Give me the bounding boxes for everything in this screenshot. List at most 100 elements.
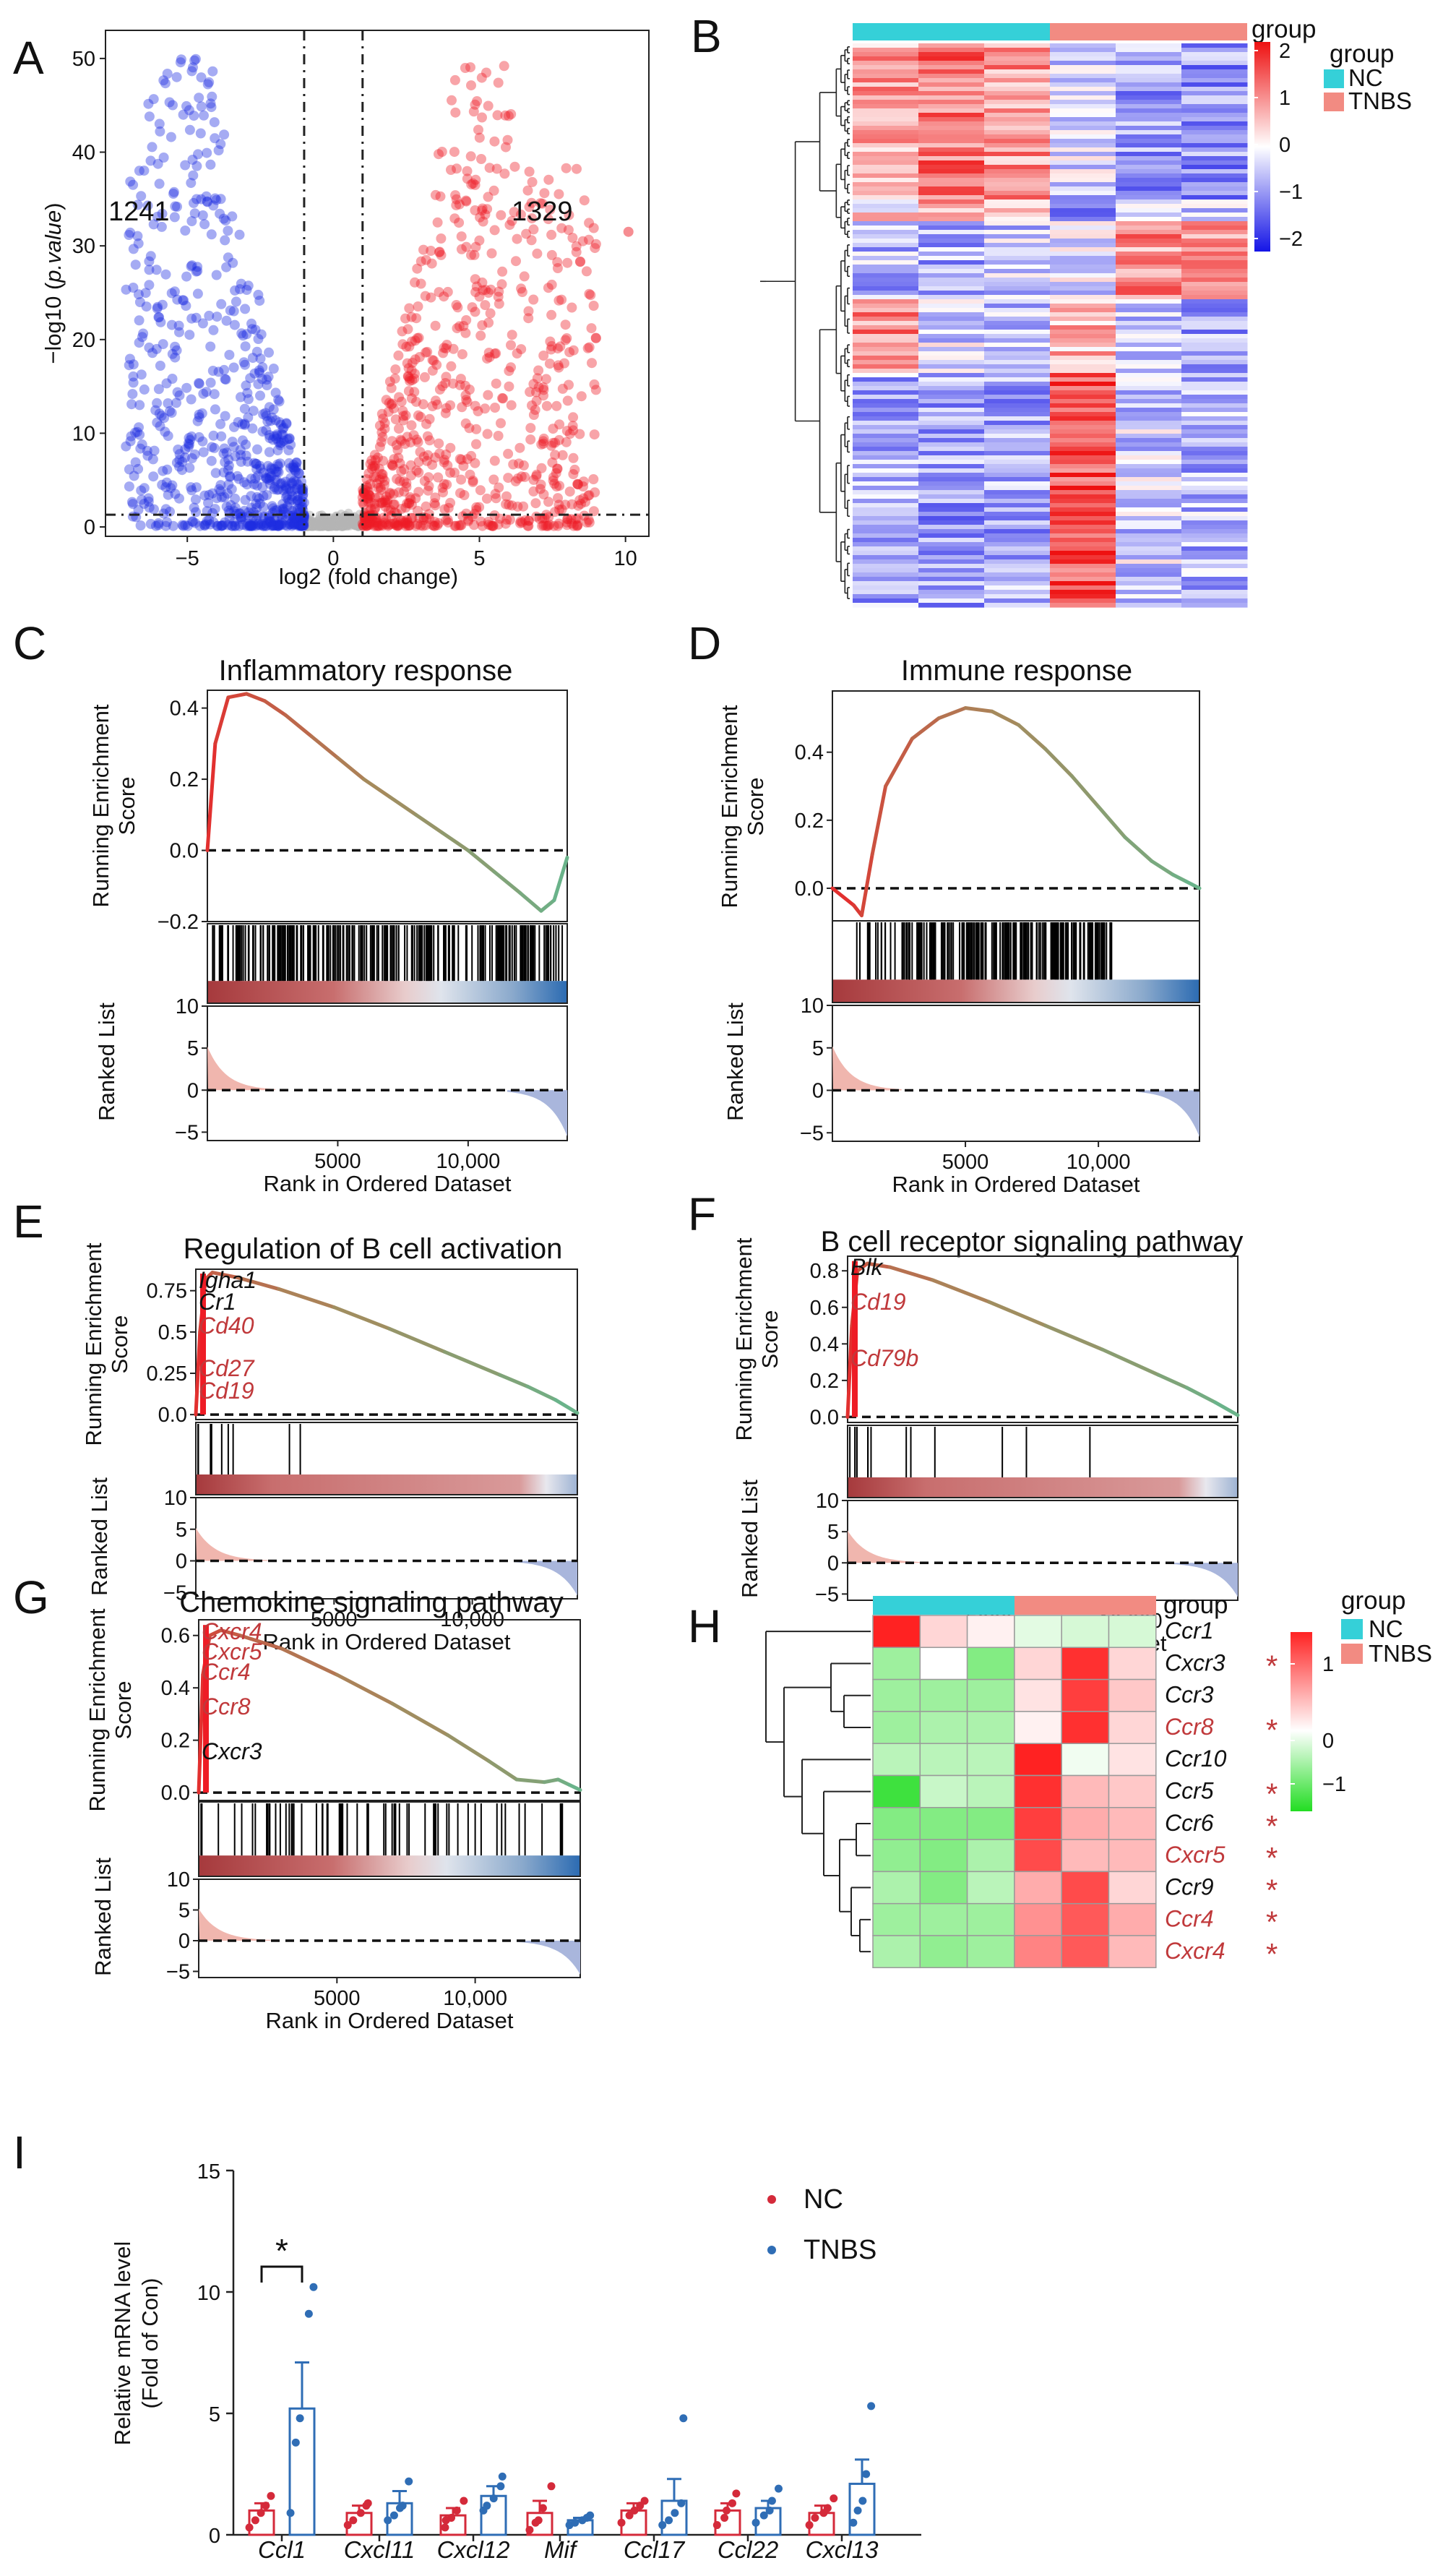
volcano-point-up xyxy=(537,198,548,209)
volcano-point-up xyxy=(439,343,449,353)
heatmap-b-cell xyxy=(1181,369,1248,374)
heatmap-b-cell xyxy=(1181,278,1248,283)
volcano-point-down xyxy=(136,191,147,202)
volcano-point-down xyxy=(285,439,296,450)
heatmap-b-cell xyxy=(984,256,1051,261)
gsea-es-segment xyxy=(1185,1386,1218,1404)
volcano-point-up xyxy=(401,341,412,352)
volcano-point-down xyxy=(246,520,257,531)
volcano-point-up xyxy=(380,501,391,512)
heatmap-b-cell xyxy=(1181,330,1248,335)
heatmap-b-cell xyxy=(1050,304,1116,309)
heatmap-b-cell xyxy=(1116,330,1182,335)
heatmap-b-cell xyxy=(984,386,1051,391)
gsea-ranked-positive xyxy=(196,1528,268,1561)
heatmap-b-cell xyxy=(918,481,985,486)
gsea-ranked-ylabel: Ranked List xyxy=(94,1003,119,1121)
volcano-point-down xyxy=(274,417,285,428)
volcano-point-down xyxy=(277,505,288,515)
heatmap-b-legend-tnbs: TNBS xyxy=(1348,87,1412,114)
volcano-point-down xyxy=(272,431,283,442)
gsea-ytick-label: 0.8 xyxy=(810,1260,839,1283)
heatmap-b-cell xyxy=(853,347,919,352)
volcano-point-up xyxy=(423,485,434,496)
volcano-point-up xyxy=(396,396,407,407)
bar-point-nc xyxy=(447,2513,456,2522)
volcano-point-up xyxy=(412,519,423,530)
volcano-point-up xyxy=(474,502,485,512)
volcano-point-down xyxy=(165,132,176,142)
volcano-point-up xyxy=(361,520,372,531)
volcano-point-up xyxy=(376,427,387,438)
volcano-point-up xyxy=(467,511,478,522)
heatmap-b-cell xyxy=(984,486,1051,491)
volcano-point-up xyxy=(365,518,376,528)
heatmap-b-cell xyxy=(984,343,1051,348)
volcano-point-down xyxy=(247,353,258,364)
volcano-point-down xyxy=(204,489,215,500)
heatmap-h-gene-label: Ccr4 xyxy=(1165,1906,1214,1932)
volcano-point-down xyxy=(192,262,203,272)
heatmap-b-cell xyxy=(1181,434,1248,439)
volcano-point-up xyxy=(584,517,595,528)
volcano-point-down xyxy=(215,194,226,205)
volcano-point-up xyxy=(396,465,407,476)
volcano-point-up xyxy=(384,398,395,408)
volcano-point-up xyxy=(573,479,584,490)
volcano-point-down xyxy=(178,295,188,306)
heatmap-b-cell xyxy=(918,369,985,374)
volcano-point-up xyxy=(542,520,553,531)
volcano-point-up xyxy=(363,468,374,478)
heatmap-b-cell xyxy=(984,585,1051,591)
heatmap-b-cell xyxy=(1050,130,1116,135)
volcano-point-up xyxy=(525,434,536,445)
bar-point-tnbs xyxy=(671,2509,679,2517)
heatmap-b-legend-nc-swatch xyxy=(1324,69,1344,88)
volcano-point-down xyxy=(208,200,219,211)
heatmap-b-cell xyxy=(1181,178,1248,183)
heatmap-b-cell xyxy=(918,546,985,551)
volcano-point-up xyxy=(365,459,376,469)
heatmap-b-cell xyxy=(984,360,1051,365)
heatmap-b-cell xyxy=(1050,221,1116,226)
volcano-point-up xyxy=(470,274,481,285)
heatmap-b-cell xyxy=(918,117,985,122)
volcano-point-up xyxy=(361,518,372,529)
volcano-point-down xyxy=(235,284,245,295)
volcano-point-up xyxy=(386,382,397,393)
volcano-point-down xyxy=(126,497,137,507)
volcano-ytick-label: 20 xyxy=(72,329,95,352)
heatmap-b-cell xyxy=(1116,243,1182,248)
volcano-point-up xyxy=(412,263,423,274)
volcano-point-up xyxy=(475,516,486,527)
heatmap-b-cell xyxy=(1181,473,1248,478)
volcano-point-up xyxy=(358,520,369,531)
volcano-point-down xyxy=(165,506,175,517)
volcano-ylabel-italic: p.value xyxy=(40,210,66,283)
volcano-point-down xyxy=(134,400,145,411)
volcano-point-up xyxy=(421,501,431,512)
volcano-point-down xyxy=(261,425,272,436)
volcano-point-up xyxy=(538,489,549,499)
volcano-point-up xyxy=(579,195,590,206)
volcano-point-down xyxy=(145,155,156,166)
volcano-point-down xyxy=(239,418,250,429)
volcano-point-down xyxy=(153,518,164,528)
heatmap-h-cell xyxy=(1061,1871,1110,1905)
volcano-point-up xyxy=(517,287,527,297)
volcano-point-up xyxy=(371,478,382,489)
volcano-point-down xyxy=(192,265,203,276)
heatmap-b-cell xyxy=(1116,74,1182,79)
volcano-point-down xyxy=(226,520,237,531)
volcano-point-down xyxy=(288,513,299,524)
bar-point-nc xyxy=(267,2491,275,2500)
volcano-point-up xyxy=(454,199,465,210)
gsea-gene-label: Ccr8 xyxy=(202,1693,251,1720)
heatmap-b-cell xyxy=(1116,494,1182,499)
gsea-ylabel-line1: Running Enrichment xyxy=(88,704,113,907)
volcano-point-down xyxy=(158,465,168,476)
volcano-point-down xyxy=(241,450,251,461)
heatmap-b-cell xyxy=(1116,477,1182,482)
volcano-point-up xyxy=(376,498,387,509)
